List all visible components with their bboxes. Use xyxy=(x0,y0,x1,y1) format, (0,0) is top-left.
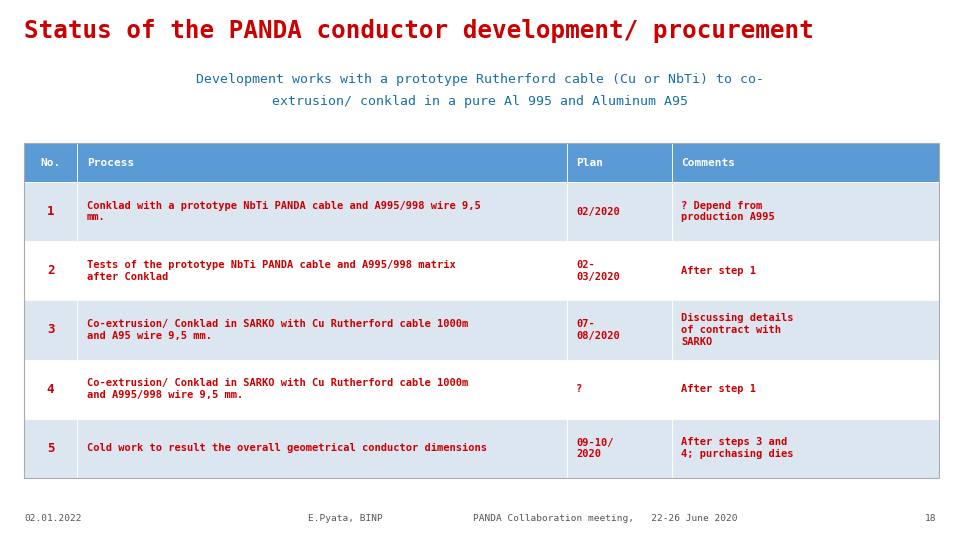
Text: Comments: Comments xyxy=(682,158,735,167)
Bar xyxy=(566,418,672,478)
Text: 09-10/
2020: 09-10/ 2020 xyxy=(576,437,613,459)
Text: Co-extrusion/ Conklad in SARKO with Cu Rutherford cable 1000m
and A95 wire 9,5 m: Co-extrusion/ Conklad in SARKO with Cu R… xyxy=(86,319,468,341)
Text: 4: 4 xyxy=(47,383,55,396)
Bar xyxy=(566,182,672,241)
Text: Conklad with a prototype NbTi PANDA cable and A995/998 wire 9,5
mm.: Conklad with a prototype NbTi PANDA cabl… xyxy=(86,201,480,222)
Bar xyxy=(566,241,672,300)
Bar xyxy=(24,360,77,419)
Text: 18: 18 xyxy=(924,514,936,523)
Bar xyxy=(77,360,566,419)
Bar xyxy=(24,143,939,478)
Text: Process: Process xyxy=(86,158,133,167)
Bar xyxy=(672,300,939,360)
Text: 3: 3 xyxy=(47,323,55,336)
Text: ? Depend from
production A995: ? Depend from production A995 xyxy=(682,201,775,222)
Bar xyxy=(77,418,566,478)
Text: After steps 3 and
4; purchasing dies: After steps 3 and 4; purchasing dies xyxy=(682,437,794,459)
Bar xyxy=(24,143,77,182)
Text: 02/2020: 02/2020 xyxy=(576,207,620,217)
Bar xyxy=(77,241,566,300)
Text: Tests of the prototype NbTi PANDA cable and A995/998 matrix
after Conklad: Tests of the prototype NbTi PANDA cable … xyxy=(86,260,455,281)
Bar xyxy=(24,418,77,478)
Bar xyxy=(672,143,939,182)
Text: ?: ? xyxy=(576,384,583,394)
Text: No.: No. xyxy=(40,158,60,167)
Bar xyxy=(77,300,566,360)
Text: Co-extrusion/ Conklad in SARKO with Cu Rutherford cable 1000m
and A995/998 wire : Co-extrusion/ Conklad in SARKO with Cu R… xyxy=(86,379,468,400)
Text: 1: 1 xyxy=(47,205,55,218)
Text: extrusion/ conklad in a pure Al 995 and Aluminum A95: extrusion/ conklad in a pure Al 995 and … xyxy=(272,94,688,107)
Text: After step 1: After step 1 xyxy=(682,266,756,276)
Bar xyxy=(672,241,939,300)
Bar xyxy=(672,182,939,241)
Bar xyxy=(672,418,939,478)
Text: Status of the PANDA conductor development/ procurement: Status of the PANDA conductor developmen… xyxy=(24,19,814,43)
Text: E.Pyata, BINP: E.Pyata, BINP xyxy=(308,514,383,523)
Text: Plan: Plan xyxy=(576,158,603,167)
Bar xyxy=(77,182,566,241)
Bar xyxy=(566,360,672,419)
Bar xyxy=(566,300,672,360)
Text: 2: 2 xyxy=(47,264,55,277)
Text: 07-
08/2020: 07- 08/2020 xyxy=(576,319,620,341)
Bar xyxy=(24,182,77,241)
Text: After step 1: After step 1 xyxy=(682,384,756,394)
Bar xyxy=(672,360,939,419)
Text: Discussing details
of contract with
SARKO: Discussing details of contract with SARK… xyxy=(682,313,794,347)
Text: Development works with a prototype Rutherford cable (Cu or NbTi) to co-: Development works with a prototype Ruthe… xyxy=(196,73,764,86)
Text: Cold work to result the overall geometrical conductor dimensions: Cold work to result the overall geometri… xyxy=(86,443,487,453)
Bar xyxy=(566,143,672,182)
Bar xyxy=(24,241,77,300)
Bar xyxy=(77,143,566,182)
Text: PANDA Collaboration meeting,   22-26 June 2020: PANDA Collaboration meeting, 22-26 June … xyxy=(472,514,737,523)
Text: 02-
03/2020: 02- 03/2020 xyxy=(576,260,620,281)
Bar xyxy=(24,300,77,360)
Text: 5: 5 xyxy=(47,442,55,455)
Text: 02.01.2022: 02.01.2022 xyxy=(24,514,82,523)
